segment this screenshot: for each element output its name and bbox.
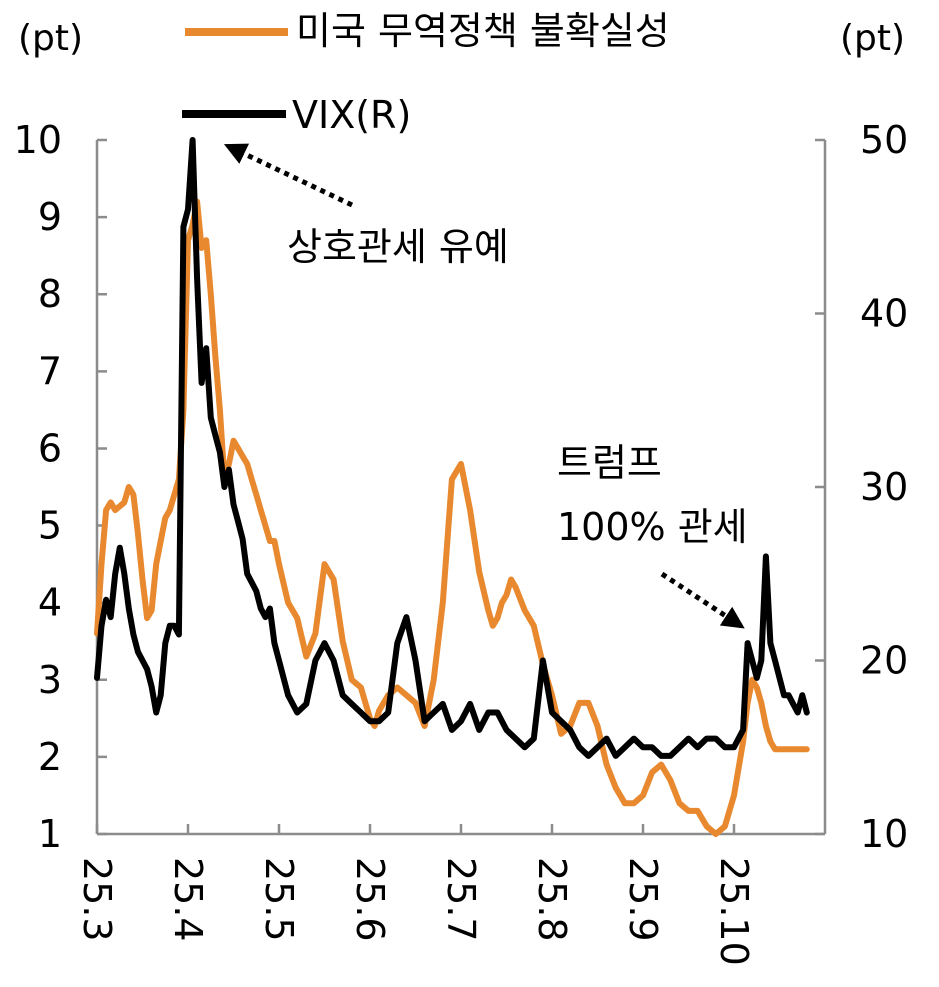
annotation-arrow-tariff-pause xyxy=(223,143,354,208)
x-tick-25.5: 25.5 xyxy=(257,857,301,942)
x-tick-25.10: 25.10 xyxy=(712,857,756,966)
annotation-trump-tariff: 트럼프 100% 관세 xyxy=(557,441,748,629)
left-tick-5: 5 xyxy=(38,504,62,548)
right-tick-20: 20 xyxy=(860,639,908,683)
x-tick-25.8: 25.8 xyxy=(530,857,574,942)
left-axis xyxy=(95,138,107,836)
legend-label-vix: VIX(R) xyxy=(292,93,411,137)
right-tick-labels: 10 20 30 40 50 xyxy=(860,118,908,856)
left-tick-labels: 1 2 3 4 5 6 7 8 9 10 xyxy=(14,118,62,856)
left-tick-7: 7 xyxy=(38,349,62,393)
left-tick-10: 10 xyxy=(14,118,62,162)
left-tick-4: 4 xyxy=(38,581,62,625)
right-tick-10: 10 xyxy=(860,812,908,856)
annotation-tariff-pause: 상호관세 유예 xyxy=(223,143,509,269)
right-tick-30: 30 xyxy=(860,465,908,509)
annotation-text-trump-line1: 트럼프 xyxy=(557,441,662,485)
plot-frame xyxy=(95,138,827,836)
annotation-arrow-trump-tariff xyxy=(660,571,745,629)
left-unit-label: (pt) xyxy=(18,18,83,59)
left-tick-9: 9 xyxy=(38,195,62,239)
left-tick-8: 8 xyxy=(38,272,62,316)
right-unit-label: (pt) xyxy=(840,18,905,59)
x-tick-25.3: 25.3 xyxy=(75,857,119,942)
legend: 미국 무역정책 불확실성 VIX(R) xyxy=(182,9,670,137)
x-tick-25.6: 25.6 xyxy=(348,857,392,942)
left-tick-1: 1 xyxy=(38,812,62,856)
x-tick-labels: 25.3 25.4 25.5 25.6 25.7 25.8 25.9 25.10 xyxy=(75,857,756,966)
left-tick-2: 2 xyxy=(38,735,62,779)
left-tick-3: 3 xyxy=(38,658,62,702)
right-axis xyxy=(815,138,827,836)
left-tick-6: 6 xyxy=(38,426,62,470)
legend-label-uncertainty: 미국 무역정책 불확실성 xyxy=(296,9,670,53)
annotation-text-tariff-pause: 상호관세 유예 xyxy=(287,225,509,269)
x-tick-25.9: 25.9 xyxy=(621,857,665,942)
right-tick-40: 40 xyxy=(860,292,908,336)
right-tick-50: 50 xyxy=(860,118,908,162)
x-tick-25.7: 25.7 xyxy=(439,857,483,942)
x-axis xyxy=(95,824,825,836)
annotation-text-trump-line2: 100% 관세 xyxy=(557,505,748,549)
series-line-vix xyxy=(94,137,810,759)
x-tick-25.4: 25.4 xyxy=(166,857,210,942)
